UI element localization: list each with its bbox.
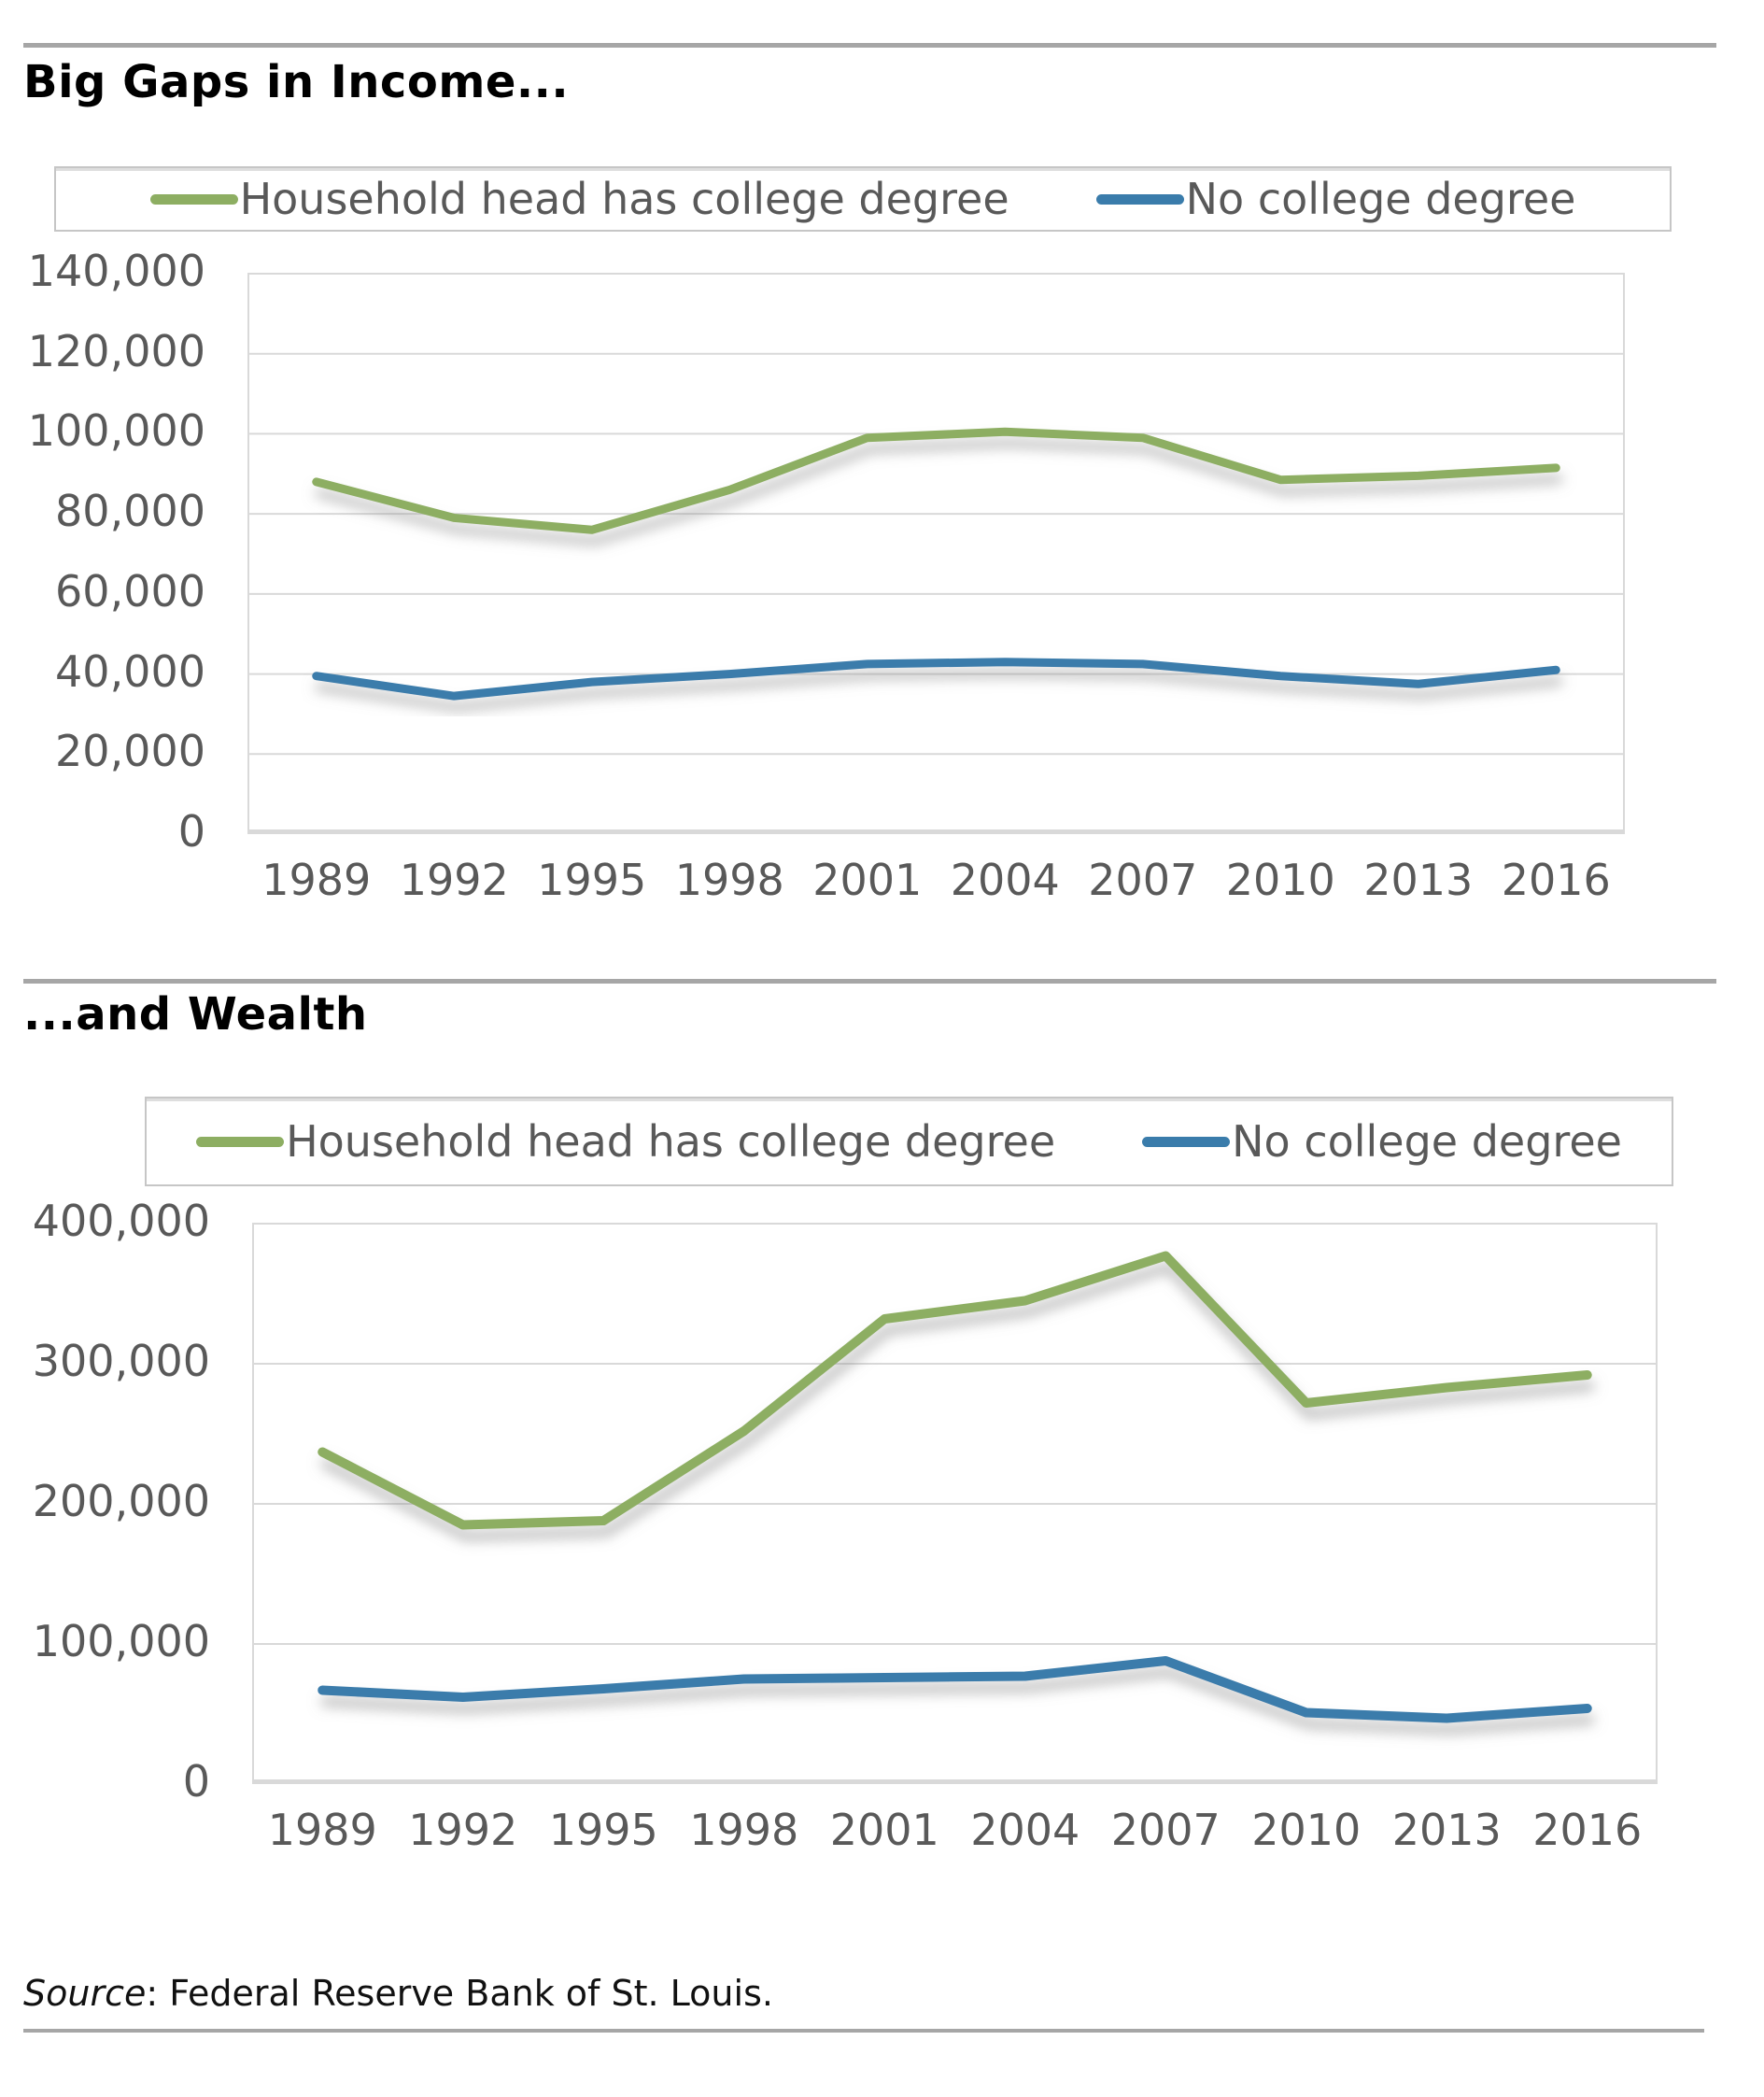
legend-line-swatch <box>1095 193 1184 205</box>
x-axis-tick-label: 1995 <box>548 1805 658 1855</box>
wealth-line-chart: 400,000 300,000 200,000 100,000 0 1989 1992 199… <box>33 1196 1658 1855</box>
x-axis-tick-label: 1992 <box>399 855 509 905</box>
income-chart-title: Big Gaps in Income... <box>23 56 570 108</box>
x-axis-tick-label: 1998 <box>674 855 784 905</box>
x-axis-tick-label: 2001 <box>812 855 923 905</box>
x-axis-tick-label: 2013 <box>1391 1805 1502 1855</box>
source-label: Source <box>23 1973 147 2014</box>
no-college-degree-line <box>318 1656 1592 1723</box>
x-axis-tick-label: 1998 <box>689 1805 799 1855</box>
legend-entry: No college degree <box>1142 1116 1622 1167</box>
legend-entry: No college degree <box>1095 174 1576 224</box>
chart-canvas <box>252 1223 1658 1784</box>
income-line-chart: 140,000 120,000 100,000 80,000 60,000 40,000 2… <box>28 246 1625 905</box>
section-divider-rule <box>23 979 1716 984</box>
x-axis-tick-label: 2010 <box>1225 855 1335 905</box>
chart-canvas <box>247 273 1625 834</box>
legend-line-swatch <box>1142 1136 1231 1147</box>
household-head-has-college-degree-line <box>312 427 1560 534</box>
top-divider-rule <box>23 43 1716 48</box>
y-axis-tick-label: 40,000 <box>55 645 205 697</box>
legend-series-label: No college degree <box>1185 174 1576 224</box>
x-axis-tick-label: 1989 <box>261 855 372 905</box>
x-axis-tick-label: 2016 <box>1532 1805 1643 1855</box>
x-axis-tick-label: 2013 <box>1363 855 1474 905</box>
x-axis-tick-label: 2004 <box>970 1805 1080 1855</box>
y-axis-tick-label: 0 <box>182 1756 210 1807</box>
income-chart-legend: Household head has college degree No coll… <box>54 166 1672 232</box>
x-axis-tick-label: 2007 <box>1110 1805 1221 1855</box>
x-axis-tick-label: 2010 <box>1251 1805 1362 1855</box>
source-text: : Federal Reserve Bank of St. Louis. <box>146 1973 773 2014</box>
legend-line-swatch <box>196 1136 285 1147</box>
wealth-chart-title: ...and Wealth <box>23 988 368 1041</box>
legend-series-label: Household head has college degree <box>286 1116 1056 1167</box>
household-head-has-college-degree-line <box>318 1251 1592 1530</box>
x-axis-tick-label: 2016 <box>1501 855 1611 905</box>
y-axis-tick-label: 300,000 <box>32 1336 210 1386</box>
x-axis-tick-label: 1995 <box>537 855 647 905</box>
y-axis-tick-label: 100,000 <box>27 405 205 457</box>
wealth-chart-legend: Household head has college degree No coll… <box>145 1097 1673 1186</box>
y-axis-tick-label: 400,000 <box>32 1196 210 1246</box>
legend-entry: Household head has college degree <box>149 174 1009 224</box>
y-axis-tick-label: 20,000 <box>55 726 205 777</box>
bottom-divider-rule <box>23 2029 1704 2033</box>
x-axis-tick-label: 2007 <box>1088 855 1198 905</box>
y-axis-tick-label: 140,000 <box>27 246 205 296</box>
legend-line-swatch <box>149 193 238 205</box>
legend-series-label: No college degree <box>1232 1116 1622 1167</box>
y-axis-tick-label: 80,000 <box>55 486 205 537</box>
x-axis-tick-label: 1989 <box>267 1805 377 1855</box>
y-axis-tick-label: 100,000 <box>32 1616 210 1666</box>
x-axis-tick-label: 1992 <box>408 1805 518 1855</box>
y-axis-tick-label: 60,000 <box>55 565 205 616</box>
source-attribution: Source: Federal Reserve Bank of St. Loui… <box>23 1973 773 2014</box>
no-college-degree-line <box>312 658 1560 701</box>
legend-entry: Household head has college degree <box>196 1116 1055 1167</box>
x-axis-tick-label: 2004 <box>950 855 1060 905</box>
legend-series-label: Household head has college degree <box>239 174 1009 224</box>
y-axis-tick-label: 120,000 <box>27 325 205 376</box>
x-axis-tick-label: 2001 <box>829 1805 939 1855</box>
y-axis-tick-label: 0 <box>177 806 205 857</box>
y-axis-tick-label: 200,000 <box>32 1476 210 1526</box>
